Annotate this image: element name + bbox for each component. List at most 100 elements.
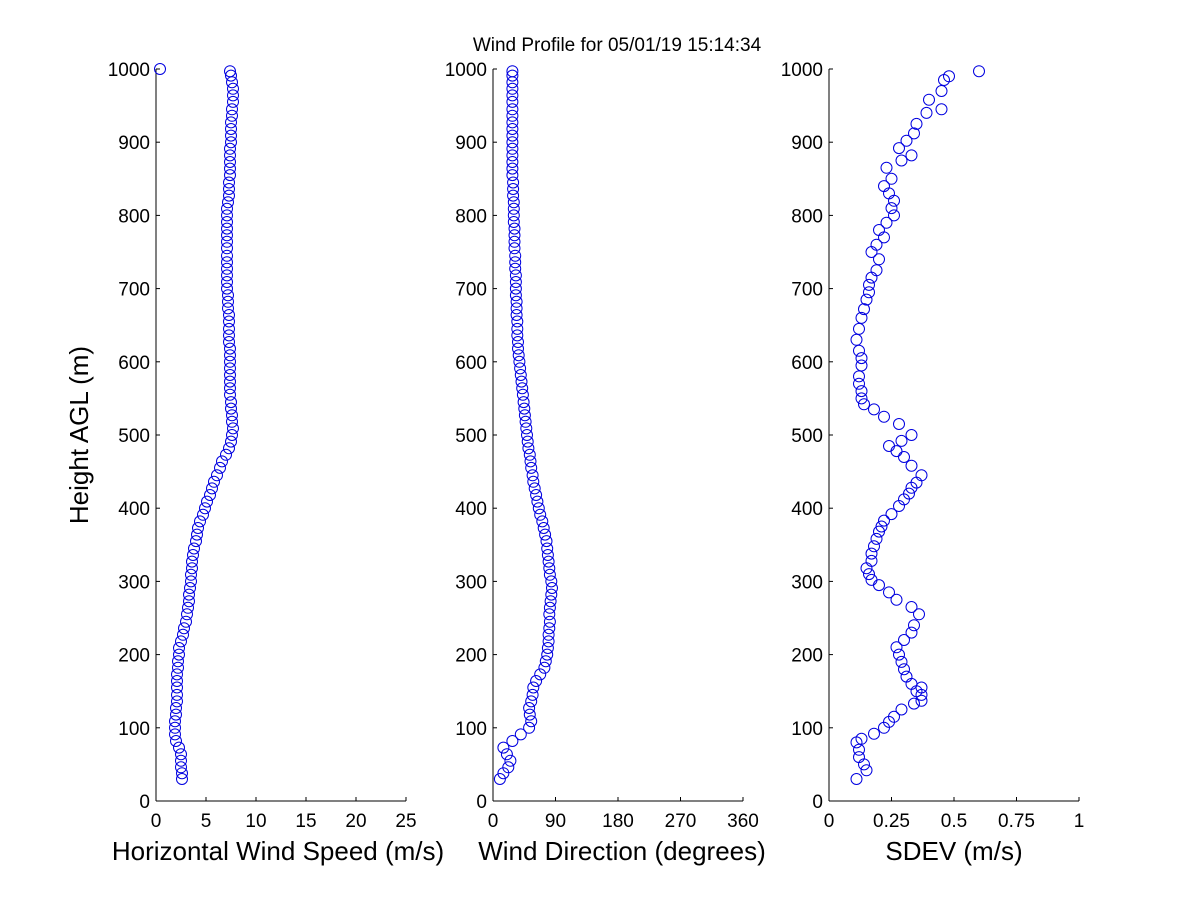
data-point (511, 322, 524, 335)
data-point (935, 85, 948, 97)
data-point (214, 461, 226, 474)
data-point (905, 459, 918, 472)
data-point (895, 154, 908, 167)
data-point (885, 172, 898, 185)
data-point (502, 761, 515, 774)
data-point (225, 396, 237, 409)
chart-title: Wind Profile for 05/01/19 15:14:34 (473, 35, 762, 56)
data-point (525, 695, 538, 708)
data-point (509, 282, 522, 295)
data-point (863, 278, 875, 291)
data-point (514, 728, 527, 741)
data-point (920, 106, 933, 119)
data-point (506, 65, 519, 78)
data-point (509, 249, 522, 262)
data-point (170, 702, 182, 714)
data-point (528, 482, 541, 495)
x-tick-label: 180 (602, 811, 634, 832)
data-point (890, 593, 903, 606)
x-axis-label: Horizontal Wind Speed (m/s) (112, 836, 444, 866)
data-point (878, 410, 890, 423)
data-point (542, 628, 555, 641)
data-point (903, 487, 915, 500)
data-point (186, 562, 198, 575)
data-point (538, 661, 551, 674)
data-point (870, 532, 883, 545)
y-tick-label: 1000 (108, 60, 150, 81)
data-point (221, 216, 233, 228)
data-point (543, 568, 556, 581)
data-point (204, 489, 216, 501)
data-point (506, 142, 519, 155)
data-point (530, 489, 543, 501)
data-point (221, 276, 233, 288)
data-point (171, 688, 183, 701)
data-point (222, 295, 234, 308)
data-point (913, 608, 925, 621)
y-axis-label: Height AGL (m) (64, 346, 94, 524)
data-point (525, 715, 538, 728)
data-point (224, 355, 236, 368)
data-point (514, 362, 527, 375)
data-point (509, 269, 522, 282)
data-point (543, 562, 556, 575)
data-point (221, 229, 233, 242)
data-point (227, 95, 239, 108)
data-point (895, 655, 908, 668)
x-tick-label: 5 (201, 811, 212, 832)
data-point (199, 502, 211, 515)
data-point (863, 286, 875, 299)
data-point (181, 608, 193, 621)
y-tick-label: 0 (812, 792, 823, 813)
x-tick-label: 10 (245, 811, 266, 832)
y-tick-label: 0 (139, 792, 150, 813)
data-point (898, 663, 910, 676)
y-tick-label: 700 (118, 280, 150, 301)
y-tick-label: 200 (791, 646, 823, 667)
data-point (515, 375, 528, 388)
data-point (523, 708, 536, 721)
x-axis-label: Wind Direction (degrees) (478, 836, 766, 866)
data-point (534, 668, 547, 681)
y-tick-label: 300 (455, 572, 487, 593)
data-point (526, 469, 539, 482)
data-point (855, 392, 868, 405)
data-point (870, 238, 883, 251)
data-point (224, 149, 236, 162)
data-point (506, 162, 519, 175)
data-point (542, 555, 555, 568)
data-point (506, 82, 519, 95)
data-point (224, 382, 236, 395)
data-point (510, 309, 523, 321)
y-tick-label: 400 (455, 499, 487, 520)
data-point (545, 575, 558, 588)
data-point (540, 535, 553, 548)
data-point (224, 142, 236, 155)
data-point (510, 302, 523, 315)
panel-1: 0 100 200 300 400 500 600 700 800 900 1000 0 5 10 15 20… (108, 60, 444, 866)
data-point (905, 601, 918, 613)
data-point (506, 95, 519, 108)
data-point (893, 142, 905, 155)
data-point (211, 469, 223, 482)
data-point (511, 315, 524, 328)
data-point (855, 352, 868, 365)
y-tick-label: 200 (455, 646, 487, 667)
data-point (227, 422, 239, 435)
data-point (510, 295, 523, 308)
data-point (225, 136, 237, 149)
y-tick-label: 500 (455, 426, 487, 447)
data-point (973, 65, 985, 78)
data-point (915, 694, 928, 707)
y-tick-label: 300 (118, 572, 150, 593)
data-point (185, 568, 197, 581)
data-point (868, 727, 880, 740)
data-point (865, 573, 878, 586)
data-point (508, 222, 521, 235)
y-tick-label: 600 (791, 353, 823, 374)
data-point (506, 89, 519, 102)
data-point (173, 648, 185, 661)
data-point (178, 622, 190, 635)
